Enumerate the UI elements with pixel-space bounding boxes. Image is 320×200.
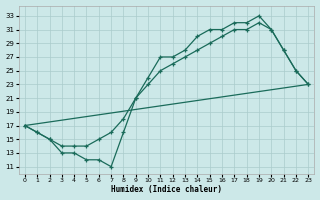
X-axis label: Humidex (Indice chaleur): Humidex (Indice chaleur): [111, 185, 222, 194]
